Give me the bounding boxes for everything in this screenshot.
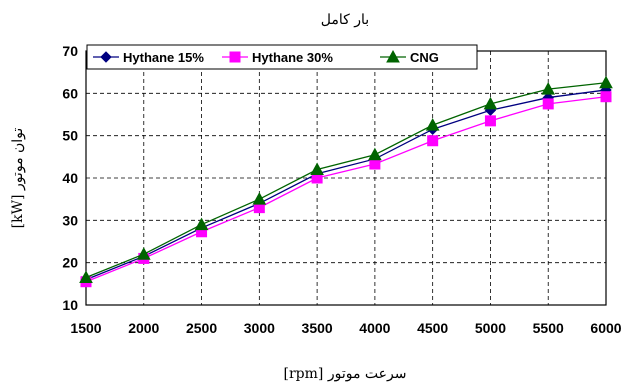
- x-tick-label: 3000: [244, 320, 275, 336]
- data-point: [427, 135, 439, 147]
- y-tick-label: 10: [62, 297, 78, 313]
- data-point: [600, 91, 612, 103]
- data-point: [252, 192, 267, 205]
- series-group: [79, 75, 613, 288]
- series-triangle: [79, 75, 613, 283]
- series-diamond: [80, 84, 612, 286]
- series-square: [80, 91, 612, 288]
- data-point: [541, 82, 556, 95]
- x-tick-label: 6000: [590, 320, 621, 336]
- data-point: [369, 158, 381, 170]
- y-axis-ticks: 10 20 30 40 50 60 70: [62, 43, 78, 313]
- x-tick-label: 2000: [128, 320, 159, 336]
- x-tick-label: 5500: [533, 320, 564, 336]
- gridlines: [86, 51, 606, 305]
- data-point: [599, 75, 613, 89]
- legend-label: Hythane 30%: [252, 50, 333, 65]
- data-point: [194, 217, 209, 231]
- legend-label: Hythane 15%: [123, 50, 204, 65]
- data-point: [542, 98, 554, 110]
- x-axis-ticks: 1500 2000 2500 3000 3500 4000 4500 5000 5500 6000: [70, 320, 621, 336]
- legend: Hythane 15% Hythane 30% CNG: [86, 44, 478, 70]
- x-tick-label: 5000: [475, 320, 506, 336]
- series-line: [85, 89, 607, 281]
- legend-marker: [386, 49, 400, 63]
- y-tick-label: 40: [62, 170, 78, 186]
- y-tick-label: 60: [62, 85, 78, 101]
- x-axis-title: سرعت موتور [rpm]: [284, 366, 407, 382]
- data-point: [368, 147, 382, 161]
- data-point: [136, 247, 151, 260]
- legend-items: Hythane 15% Hythane 30% CNG: [93, 49, 439, 65]
- x-tick-label: 2500: [186, 320, 217, 336]
- legend-entry: Hythane 15%: [93, 50, 204, 65]
- y-axis-title: توان موتور [kW]: [10, 128, 26, 229]
- x-tick-label: 4000: [359, 320, 390, 336]
- y-tick-label: 30: [62, 212, 78, 228]
- x-tick-label: 3500: [302, 320, 333, 336]
- chart-title: بار کامل: [321, 12, 369, 28]
- legend-box: [86, 44, 478, 70]
- data-point: [79, 270, 93, 283]
- series-line: [85, 96, 607, 283]
- legend-marker: [100, 51, 112, 63]
- data-point: [425, 118, 440, 131]
- data-point: [483, 96, 498, 110]
- y-tick-label: 20: [62, 255, 78, 271]
- series-line: [85, 82, 607, 279]
- x-tick-label: 4500: [417, 320, 448, 336]
- y-tick-label: 50: [62, 128, 78, 144]
- legend-entry: CNG: [380, 49, 439, 65]
- data-point: [310, 162, 324, 176]
- y-tick-label: 70: [62, 43, 78, 59]
- legend-marker: [229, 51, 241, 63]
- data-point: [484, 115, 496, 127]
- x-tick-label: 1500: [70, 320, 101, 336]
- legend-entry: Hythane 30%: [222, 50, 333, 65]
- legend-label: CNG: [410, 50, 439, 65]
